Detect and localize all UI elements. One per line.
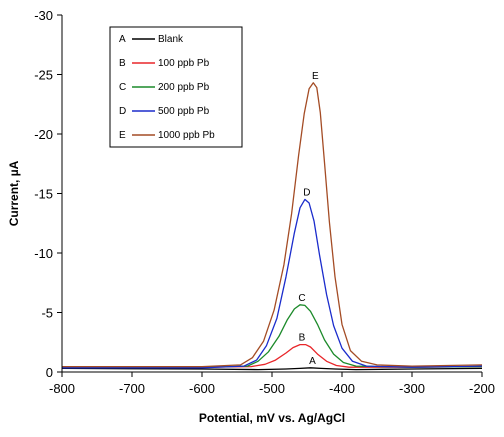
x-tick-label: -700 [119,381,145,396]
x-axis-title: Potential, mV vs. Ag/AgCl [199,411,345,425]
legend-key-e: E [119,130,126,141]
y-tick-label: -30 [34,8,53,23]
x-tick-label: -400 [329,381,355,396]
y-tick-label: -15 [34,187,53,202]
series-line-b [62,343,483,368]
series-line-d [62,198,483,369]
series-line-e [62,82,483,368]
peak-label-b: B [299,333,306,344]
y-tick-label: 0 [46,365,53,380]
x-tick-label: -300 [399,381,425,396]
series-layer [61,82,483,371]
legend-key-c: C [119,82,126,93]
y-tick-label: -5 [41,306,53,321]
legend-label-c: 200 ppb Pb [158,82,210,93]
legend: A Blank B 100 ppb Pb C 200 ppb Pb D 500 ppb Pb E… [109,26,243,148]
peak-label-layer: A B C D E [298,71,319,367]
x-tick-label: -800 [49,381,75,396]
y-axis-title: Current, µA [7,160,21,226]
y-tick-label: -25 [34,68,53,83]
legend-key-b: B [119,58,126,69]
legend-key-a: A [119,34,126,45]
legend-key-d: D [119,106,126,117]
x-tick-label: -200 [469,381,495,396]
series-line-c [62,304,483,368]
peak-label-e: E [312,71,319,82]
y-tick-label: -20 [34,127,53,142]
x-tick-label: -500 [259,381,285,396]
peak-label-a: A [309,356,316,367]
ticks-layer: -800 -700 -600 -500 -400 -300 -200 0 -5 -10 -15 -20… [34,8,495,396]
legend-label-a: Blank [158,34,184,45]
peak-label-d: D [303,187,310,198]
legend-label-e: 1000 ppb Pb [158,130,215,141]
y-tick-label: -10 [34,246,53,261]
series-line-a [61,367,483,371]
x-tick-label: -600 [189,381,215,396]
peak-label-c: C [298,293,305,304]
legend-label-b: 100 ppb Pb [158,58,210,69]
legend-label-d: 500 ppb Pb [158,106,210,117]
